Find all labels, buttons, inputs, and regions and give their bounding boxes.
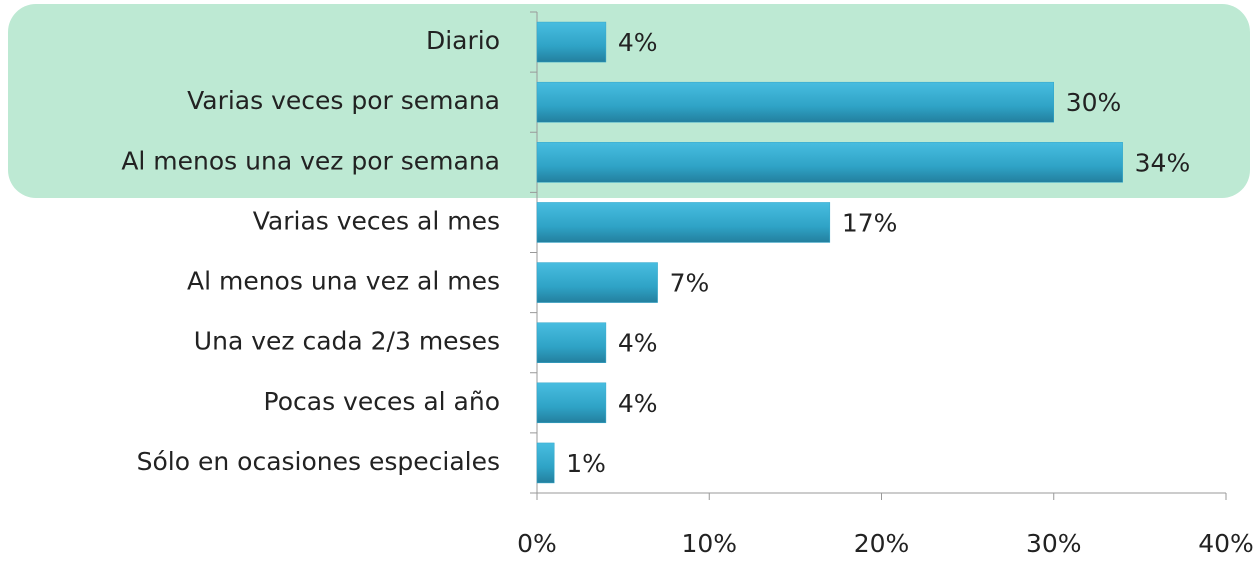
bar — [536, 322, 607, 363]
y-tick-label: Sólo en ocasiones especiales — [137, 447, 500, 476]
bar — [536, 382, 607, 424]
value-label: 30% — [1066, 88, 1122, 117]
value-label: 4% — [618, 389, 658, 418]
bar — [536, 21, 607, 63]
x-tick-label: 10% — [681, 529, 737, 558]
value-label: 4% — [618, 329, 658, 358]
y-tick-label: Al menos una vez al mes — [187, 267, 500, 296]
y-tick-label: Diario — [426, 26, 500, 55]
y-tick-label: Una vez cada 2/3 meses — [194, 327, 500, 356]
value-label: 7% — [670, 269, 710, 298]
bar — [536, 142, 1123, 183]
x-tick-label: 0% — [517, 529, 557, 558]
x-tick-label: 40% — [1198, 529, 1254, 558]
value-label: 4% — [618, 28, 658, 57]
value-label: 1% — [566, 449, 606, 478]
y-tick-label: Varias veces por semana — [187, 86, 500, 115]
y-tick-label: Varias veces al mes — [253, 206, 500, 235]
bar — [536, 81, 1054, 123]
x-tick-label: 20% — [854, 529, 910, 558]
bar — [536, 262, 658, 303]
x-tick-label: 30% — [1026, 529, 1082, 558]
bar — [536, 202, 831, 243]
value-label: 34% — [1135, 148, 1191, 177]
y-tick-label: Al menos una vez por semana — [121, 146, 500, 175]
value-label: 17% — [842, 208, 898, 237]
y-tick-label: Pocas veces al año — [264, 387, 500, 416]
bar — [536, 442, 555, 484]
